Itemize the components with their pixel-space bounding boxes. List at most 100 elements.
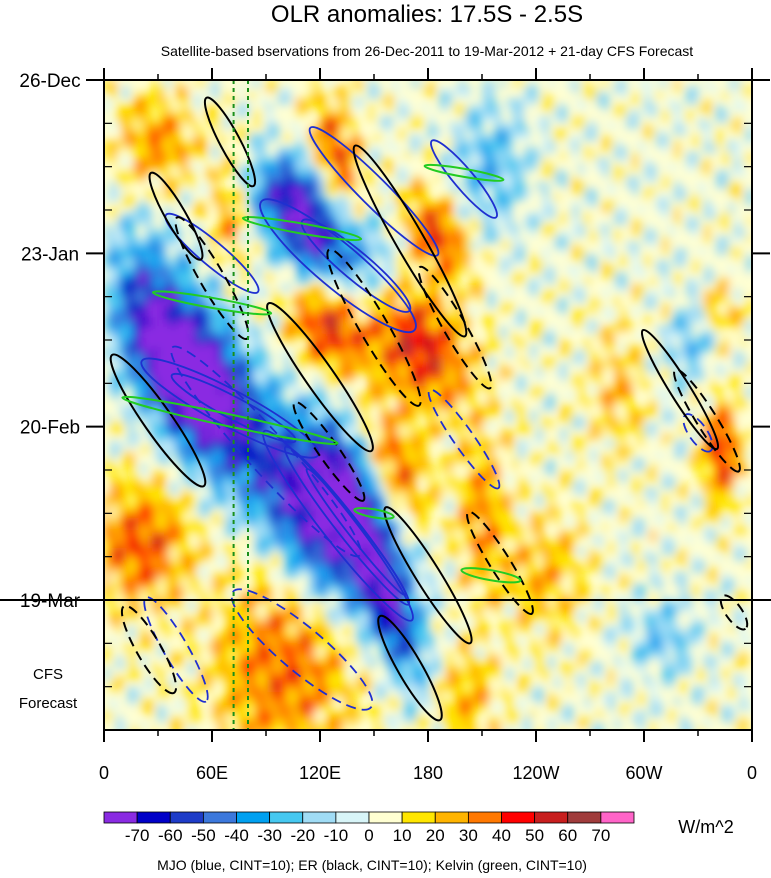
olr-cell <box>134 308 141 315</box>
olr-cell <box>380 332 387 339</box>
olr-cell <box>116 368 123 375</box>
olr-cell <box>530 218 537 225</box>
olr-cell <box>632 362 639 369</box>
olr-cell <box>518 416 525 423</box>
olr-cell <box>710 386 717 393</box>
olr-cell <box>488 98 495 105</box>
olr-cell <box>206 302 213 309</box>
olr-cell <box>212 146 219 153</box>
olr-cell <box>368 110 375 117</box>
olr-cell <box>518 266 525 273</box>
olr-cell <box>608 254 615 261</box>
olr-cell <box>188 254 195 261</box>
olr-cell <box>698 464 705 471</box>
olr-cell <box>212 122 219 129</box>
olr-cell <box>602 98 609 105</box>
olr-cell <box>170 266 177 273</box>
olr-cell <box>500 362 507 369</box>
olr-cell <box>212 80 219 87</box>
olr-cell <box>320 236 327 243</box>
olr-cell <box>566 140 573 147</box>
olr-cell <box>266 470 273 477</box>
olr-cell <box>668 320 675 327</box>
olr-cell <box>158 128 165 135</box>
olr-cell <box>194 374 201 381</box>
olr-cell <box>722 428 729 435</box>
olr-cell <box>308 416 315 423</box>
olr-cell <box>236 302 243 309</box>
olr-cell <box>266 176 273 183</box>
olr-cell <box>326 344 333 351</box>
olr-cell <box>350 182 357 189</box>
olr-cell <box>584 338 591 345</box>
olr-cell <box>506 374 513 381</box>
olr-cell <box>362 416 369 423</box>
olr-cell <box>218 470 225 477</box>
olr-cell <box>602 212 609 219</box>
olr-cell <box>338 218 345 225</box>
olr-cell <box>242 110 249 117</box>
olr-cell <box>140 302 147 309</box>
olr-cell <box>488 422 495 429</box>
olr-cell <box>188 86 195 93</box>
olr-cell <box>302 434 309 441</box>
olr-cell <box>686 152 693 159</box>
olr-cell <box>164 116 171 123</box>
olr-cell <box>536 392 543 399</box>
olr-cell <box>644 440 651 447</box>
olr-cell <box>218 404 225 411</box>
olr-cell <box>212 470 219 477</box>
olr-cell <box>392 146 399 153</box>
olr-cell <box>722 446 729 453</box>
olr-cell <box>350 434 357 441</box>
olr-cell <box>644 110 651 117</box>
olr-cell <box>488 170 495 177</box>
olr-cell <box>242 326 249 333</box>
olr-cell <box>500 218 507 225</box>
olr-cell <box>452 260 459 267</box>
olr-cell <box>596 92 603 99</box>
olr-cell <box>554 134 561 141</box>
olr-cell <box>110 470 117 477</box>
olr-cell <box>644 236 651 243</box>
olr-cell <box>608 338 615 345</box>
olr-cell <box>182 398 189 405</box>
olr-cell <box>614 278 621 285</box>
olr-cell <box>374 368 381 375</box>
olr-cell <box>692 134 699 141</box>
olr-cell <box>134 266 141 273</box>
olr-cell <box>218 254 225 261</box>
olr-cell <box>710 296 717 303</box>
olr-cell <box>362 146 369 153</box>
olr-cell <box>746 362 752 369</box>
olr-cell <box>392 272 399 279</box>
olr-cell <box>164 224 171 231</box>
olr-cell <box>374 464 381 471</box>
olr-cell <box>590 350 597 357</box>
olr-cell <box>530 86 537 93</box>
olr-cell <box>506 146 513 153</box>
olr-cell <box>632 296 639 303</box>
olr-cell <box>134 290 141 297</box>
olr-cell <box>668 440 675 447</box>
olr-cell <box>734 332 741 339</box>
olr-cell <box>644 122 651 129</box>
olr-cell <box>206 314 213 321</box>
olr-cell <box>152 92 159 99</box>
olr-cell <box>146 158 153 165</box>
olr-cell <box>410 464 417 471</box>
olr-cell <box>488 392 495 399</box>
olr-cell <box>320 416 327 423</box>
olr-cell <box>662 266 669 273</box>
olr-cell <box>242 356 249 363</box>
olr-cell <box>116 104 123 111</box>
olr-cell <box>722 410 729 417</box>
olr-cell <box>356 206 363 213</box>
olr-cell <box>590 230 597 237</box>
olr-cell <box>284 236 291 243</box>
olr-cell <box>578 164 585 171</box>
olr-cell <box>470 362 477 369</box>
olr-cell <box>158 152 165 159</box>
olr-cell <box>422 176 429 183</box>
olr-cell <box>572 134 579 141</box>
